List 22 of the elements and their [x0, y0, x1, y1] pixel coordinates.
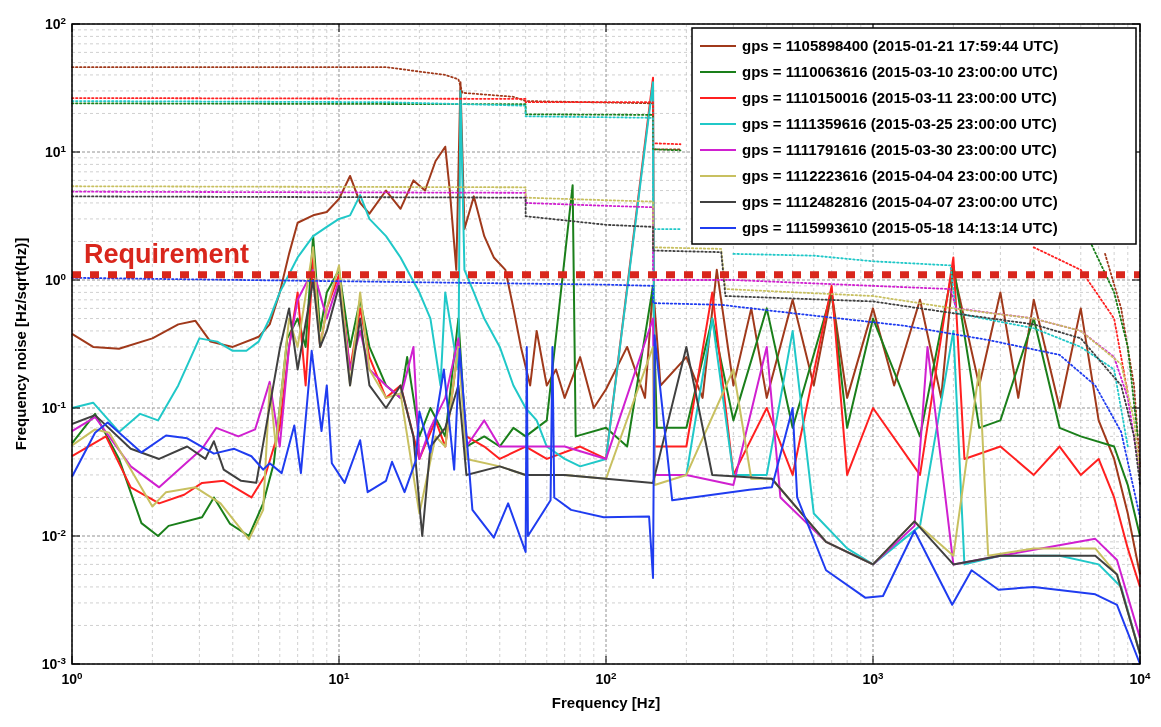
x-tick-label: 10$^{0}$	[61, 669, 84, 687]
y-tick-label: 10$^{0}$	[44, 270, 67, 288]
x-tick-label: 10$^{2}$	[595, 669, 618, 687]
ref-line-label: Requirement	[84, 238, 250, 269]
y-tick-label: 10$^{-3}$	[41, 654, 67, 672]
legend-label: gps = 1110150016 (2015-03-11 23:00:00 UTC)	[742, 89, 1057, 106]
x-tick-label: 10$^{1}$	[328, 669, 351, 687]
x-axis-title: Frequency [Hz]	[551, 694, 661, 711]
legend-label: gps = 1111791616 (2015-03-30 23:00:00 UTC)	[742, 141, 1057, 158]
legend-label: gps = 1112223616 (2015-04-04 23:00:00 UTC)	[742, 167, 1058, 184]
x-tick-label: 10$^{4}$	[1129, 669, 1152, 687]
legend-label: gps = 1115993610 (2015-05-18 14:13:14 UTC)	[742, 219, 1058, 236]
x-tick-label: 10$^{3}$	[862, 669, 885, 687]
legend-label: gps = 1111359616 (2015-03-25 23:00:00 UTC)	[742, 115, 1057, 132]
y-axis-title: Frequency noise [Hz/sqrt(Hz)]	[12, 237, 29, 451]
y-tick-label: 10$^{2}$	[44, 14, 67, 32]
y-tick-label: 10$^{-1}$	[41, 398, 67, 416]
legend-label: gps = 1110063616 (2015-03-10 23:00:00 UTC)	[742, 63, 1058, 80]
legend-label: gps = 1112482816 (2015-04-07 23:00:00 UTC)	[742, 193, 1058, 210]
legend-label: gps = 1105898400 (2015-01-21 17:59:44 UTC)	[742, 37, 1059, 54]
y-tick-label: 10$^{1}$	[44, 142, 67, 160]
y-tick-label: 10$^{-2}$	[41, 526, 67, 544]
